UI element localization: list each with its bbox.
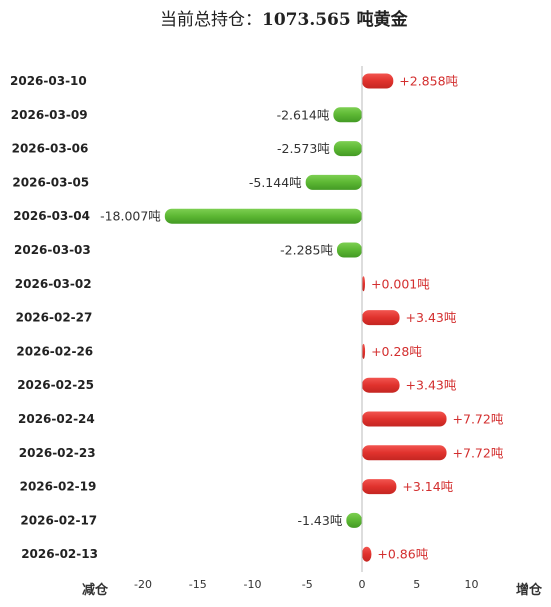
category-label: 2026-02-24 bbox=[18, 412, 95, 426]
x-tick-label: -5 bbox=[302, 578, 313, 591]
title-value: 1073.565 吨黄金 bbox=[262, 9, 409, 30]
bar bbox=[362, 310, 400, 326]
bar bbox=[362, 377, 400, 393]
bar bbox=[362, 276, 365, 292]
value-label: -2.285吨 bbox=[280, 243, 333, 258]
x-tick-label: 0 bbox=[359, 578, 366, 591]
x-tick-label: -15 bbox=[189, 578, 207, 591]
category-label: 2026-02-27 bbox=[16, 311, 93, 325]
category-label: 2026-03-03 bbox=[14, 243, 91, 257]
bar bbox=[362, 445, 447, 461]
x-tick-label: -20 bbox=[134, 578, 152, 591]
bar bbox=[362, 73, 394, 89]
value-label: +0.86吨 bbox=[377, 547, 428, 562]
bar bbox=[362, 411, 447, 427]
bars-layer bbox=[164, 73, 447, 562]
axis-left-label: 减仓 bbox=[82, 582, 109, 598]
category-label: 2026-03-02 bbox=[15, 277, 92, 291]
value-label: -1.43吨 bbox=[297, 513, 342, 528]
bar bbox=[346, 512, 362, 528]
bar bbox=[164, 208, 362, 224]
value-label: +0.001吨 bbox=[371, 276, 430, 291]
value-label: -2.573吨 bbox=[277, 141, 330, 156]
category-label: 2026-02-19 bbox=[20, 480, 97, 494]
value-label: +7.72吨 bbox=[453, 445, 504, 460]
chart-title: 当前总持仓：1073.565 吨黄金 bbox=[160, 9, 409, 30]
value-label: +3.43吨 bbox=[406, 310, 457, 325]
category-label: 2026-03-06 bbox=[12, 142, 89, 156]
labels-layer: 2026-03-10 +2.858吨 2026-03-09 -2.614吨 2026-0… bbox=[10, 74, 504, 562]
value-label: +3.43吨 bbox=[406, 378, 457, 393]
x-axis-ticks: -20 -15 -10 -5 0 5 10 bbox=[134, 578, 478, 591]
category-label: 2026-03-09 bbox=[11, 108, 88, 122]
category-label: 2026-02-17 bbox=[20, 513, 97, 527]
value-label: +3.14吨 bbox=[402, 479, 453, 494]
bar bbox=[362, 343, 366, 359]
value-label: +2.858吨 bbox=[399, 74, 458, 89]
bar bbox=[362, 479, 397, 495]
x-tick-label: -10 bbox=[244, 578, 262, 591]
category-label: 2026-02-26 bbox=[16, 344, 93, 358]
category-label: 2026-03-10 bbox=[10, 74, 87, 88]
value-label: +7.72吨 bbox=[453, 412, 504, 427]
category-label: 2026-03-05 bbox=[12, 175, 89, 189]
bar bbox=[336, 242, 362, 258]
value-label: -5.144吨 bbox=[249, 175, 302, 190]
value-label: +0.28吨 bbox=[371, 344, 422, 359]
category-label: 2026-02-13 bbox=[21, 547, 98, 561]
x-tick-label: 5 bbox=[413, 578, 420, 591]
title-prefix: 当前总持仓： bbox=[160, 10, 262, 30]
category-label: 2026-02-23 bbox=[19, 446, 96, 460]
x-tick-label: 10 bbox=[465, 578, 479, 591]
bar bbox=[362, 546, 372, 562]
category-label: 2026-02-25 bbox=[17, 378, 94, 392]
value-label: -18.007吨 bbox=[100, 209, 161, 224]
axis-right-label: 增仓 bbox=[516, 582, 543, 598]
bar bbox=[305, 174, 362, 190]
category-label: 2026-03-04 bbox=[13, 209, 90, 223]
value-label: -2.614吨 bbox=[277, 107, 330, 122]
bar bbox=[333, 141, 362, 157]
bar bbox=[333, 107, 362, 123]
